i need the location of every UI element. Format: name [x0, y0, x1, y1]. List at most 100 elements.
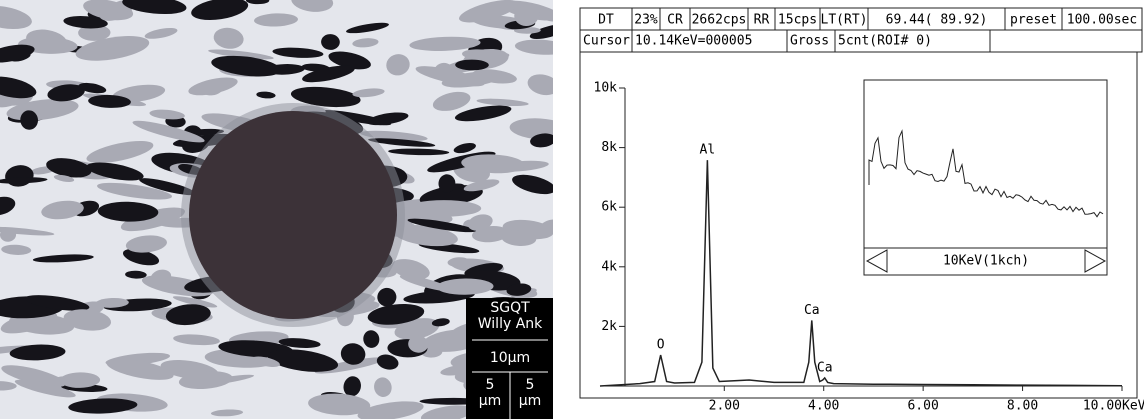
inset: 10KeV(1kch): [863, 79, 1108, 276]
peak-label: Al: [700, 143, 716, 158]
grain: [438, 174, 456, 193]
grain: [254, 13, 298, 27]
inclusion: [189, 111, 397, 319]
header-cell: RR: [754, 13, 770, 28]
grain: [188, 77, 238, 96]
grain: [0, 196, 16, 216]
grain: [26, 29, 68, 52]
x-tick-label: 2.00: [709, 399, 740, 414]
grain: [290, 86, 361, 108]
x-tick-label: 6.00: [907, 399, 938, 414]
grain: [211, 55, 281, 77]
x-tick-label: 4.00: [808, 399, 839, 414]
header-cell: Cursor: [583, 34, 630, 49]
grain: [388, 148, 450, 156]
grain: [9, 313, 75, 335]
grain: [165, 304, 211, 326]
peak-label: Ca: [817, 360, 833, 375]
grain: [386, 54, 410, 76]
grain: [359, 130, 428, 142]
grain: [455, 59, 489, 71]
grain: [352, 88, 385, 98]
header-cell: 100.00sec: [1067, 13, 1137, 28]
grain: [0, 5, 32, 30]
inset-spectrum: [868, 129, 1104, 218]
grain: [415, 66, 485, 87]
label: SGQT: [490, 300, 530, 316]
grain: [0, 44, 35, 63]
x-tick-label: 8.00: [1007, 399, 1038, 414]
grain: [97, 201, 159, 222]
grain: [377, 287, 397, 307]
grain: [47, 84, 85, 102]
grain: [86, 140, 154, 163]
grain: [173, 334, 220, 346]
grain: [9, 344, 66, 361]
grain: [467, 214, 493, 231]
grain: [172, 296, 218, 308]
grain: [267, 349, 339, 372]
grain: [125, 270, 147, 279]
grain: [63, 16, 108, 29]
grain: [122, 0, 187, 15]
grain: [321, 34, 340, 50]
header-cell: DT: [598, 13, 614, 28]
grain: [75, 36, 150, 61]
grain: [363, 330, 380, 348]
grain: [24, 295, 90, 311]
header-cell: 69.44( 89.92): [886, 13, 988, 28]
grain: [251, 356, 280, 367]
grain: [529, 24, 553, 39]
header-cell: 2662cps: [692, 13, 747, 28]
grain: [125, 235, 167, 253]
grain: [393, 224, 458, 247]
grain: [0, 177, 48, 184]
grain: [476, 98, 529, 107]
inset-arrows: [865, 249, 1107, 273]
grain: [41, 200, 84, 220]
grain: [88, 94, 131, 108]
grain: [357, 401, 424, 419]
grain: [394, 318, 440, 340]
grain: [463, 179, 500, 192]
grain: [539, 9, 553, 22]
grain: [501, 230, 537, 247]
header-cell: 5cnt(ROI# 0): [838, 34, 932, 49]
grain: [59, 372, 101, 388]
grain: [514, 39, 553, 55]
micrograph: SGQT Willy Ank 10μm 5 μm 5 μm: [0, 0, 553, 419]
grain: [530, 133, 553, 148]
y-tick-label: 2k: [601, 319, 617, 334]
grain: [539, 219, 553, 235]
grain: [346, 22, 389, 34]
grain: [1, 365, 66, 387]
grain: [407, 218, 476, 233]
grain: [453, 143, 476, 154]
grain: [436, 278, 494, 295]
spectrum-line: [599, 160, 1123, 387]
y-tick-label: 6k: [601, 200, 617, 215]
grain: [302, 65, 355, 83]
header-cell: 23%: [634, 13, 658, 28]
header-cell: 10.14KeV=000005: [635, 34, 752, 49]
inset-label: 10KeV(1kch): [943, 254, 1029, 269]
grain: [32, 254, 94, 263]
y-tick-label: 8k: [601, 140, 617, 155]
header-cell: LT(RT): [821, 13, 868, 28]
grain: [291, 0, 334, 12]
grain: [149, 109, 185, 120]
y-tick-label: 10k: [594, 81, 618, 96]
grain: [509, 118, 553, 140]
grain: [256, 91, 276, 99]
label: Willy Ank: [478, 316, 543, 332]
grain: [78, 24, 111, 41]
grain: [106, 358, 174, 380]
grain: [208, 49, 274, 60]
grain: [0, 76, 37, 99]
y-tick-label: 4k: [601, 259, 617, 274]
grain: [0, 226, 55, 236]
grain: [20, 110, 38, 130]
grain: [340, 343, 366, 365]
grain: [86, 162, 144, 181]
